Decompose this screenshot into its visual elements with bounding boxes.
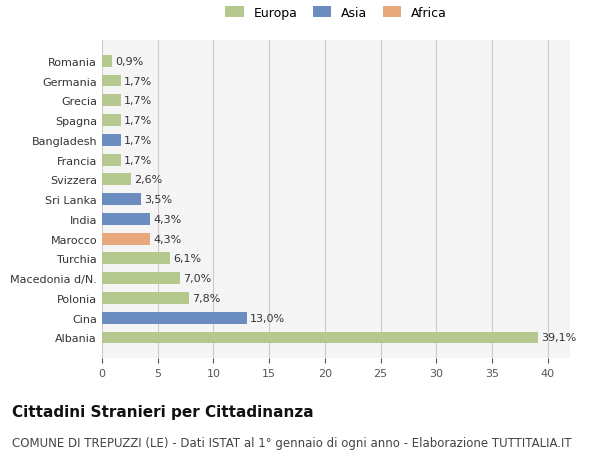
Bar xyxy=(102,312,247,324)
Bar xyxy=(102,134,121,146)
Bar xyxy=(102,174,131,186)
Bar xyxy=(102,213,150,225)
Text: 1,7%: 1,7% xyxy=(124,155,152,165)
Bar xyxy=(102,332,538,344)
Text: 1,7%: 1,7% xyxy=(124,96,152,106)
Bar xyxy=(102,273,180,285)
Text: 4,3%: 4,3% xyxy=(153,234,182,244)
Bar xyxy=(102,292,189,304)
Bar xyxy=(102,95,121,107)
Text: 3,5%: 3,5% xyxy=(145,195,172,205)
Text: 1,7%: 1,7% xyxy=(124,76,152,86)
Text: 0,9%: 0,9% xyxy=(115,56,143,67)
Bar xyxy=(102,253,170,265)
Bar xyxy=(102,56,112,67)
Text: 7,0%: 7,0% xyxy=(184,274,212,284)
Text: 7,8%: 7,8% xyxy=(192,293,221,303)
Bar xyxy=(102,154,121,166)
Text: 13,0%: 13,0% xyxy=(250,313,286,323)
Bar xyxy=(102,75,121,87)
Text: Cittadini Stranieri per Cittadinanza: Cittadini Stranieri per Cittadinanza xyxy=(12,404,314,419)
Text: 4,3%: 4,3% xyxy=(153,214,182,224)
Legend: Europa, Asia, Africa: Europa, Asia, Africa xyxy=(221,3,451,24)
Text: COMUNE DI TREPUZZI (LE) - Dati ISTAT al 1° gennaio di ogni anno - Elaborazione T: COMUNE DI TREPUZZI (LE) - Dati ISTAT al … xyxy=(12,436,572,449)
Text: 1,7%: 1,7% xyxy=(124,116,152,126)
Text: 2,6%: 2,6% xyxy=(134,175,163,185)
Text: 6,1%: 6,1% xyxy=(173,254,202,264)
Bar xyxy=(102,115,121,127)
Bar xyxy=(102,194,141,206)
Text: 1,7%: 1,7% xyxy=(124,135,152,146)
Bar xyxy=(102,233,150,245)
Text: 39,1%: 39,1% xyxy=(541,333,576,343)
